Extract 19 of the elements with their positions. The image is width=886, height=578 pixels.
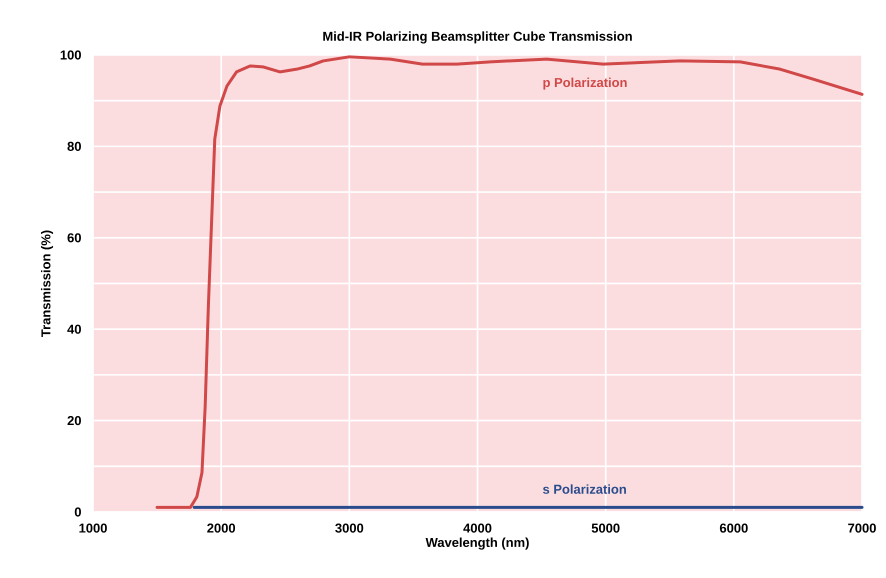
chart-title: Mid-IR Polarizing Beamsplitter Cube Transmission [323,31,632,44]
y-tick-label: 40 [67,324,81,334]
x-axis-title: Wavelength (nm) [426,538,529,550]
y-tick-label: 80 [67,142,81,151]
y-tick-label: 20 [68,416,81,426]
y-tick-label: 60 [68,233,81,242]
x-tick-label: 1000 [79,524,107,533]
y-tick-label: 100 [60,50,81,60]
series-label: p Polarization [543,78,627,90]
x-tick-label: 4000 [463,524,492,533]
x-tick-label: 6000 [720,524,748,533]
line-series [156,55,864,509]
y-tick-label: 0 [74,507,81,517]
x-tick-label: 2000 [207,524,236,533]
series-label: s Polarization [543,484,626,494]
x-tick-label: 7000 [848,524,876,533]
x-tick-label: 3000 [335,524,364,533]
x-tick-label: 5000 [592,524,620,533]
y-axis-title: Transmission (%) [40,230,54,337]
